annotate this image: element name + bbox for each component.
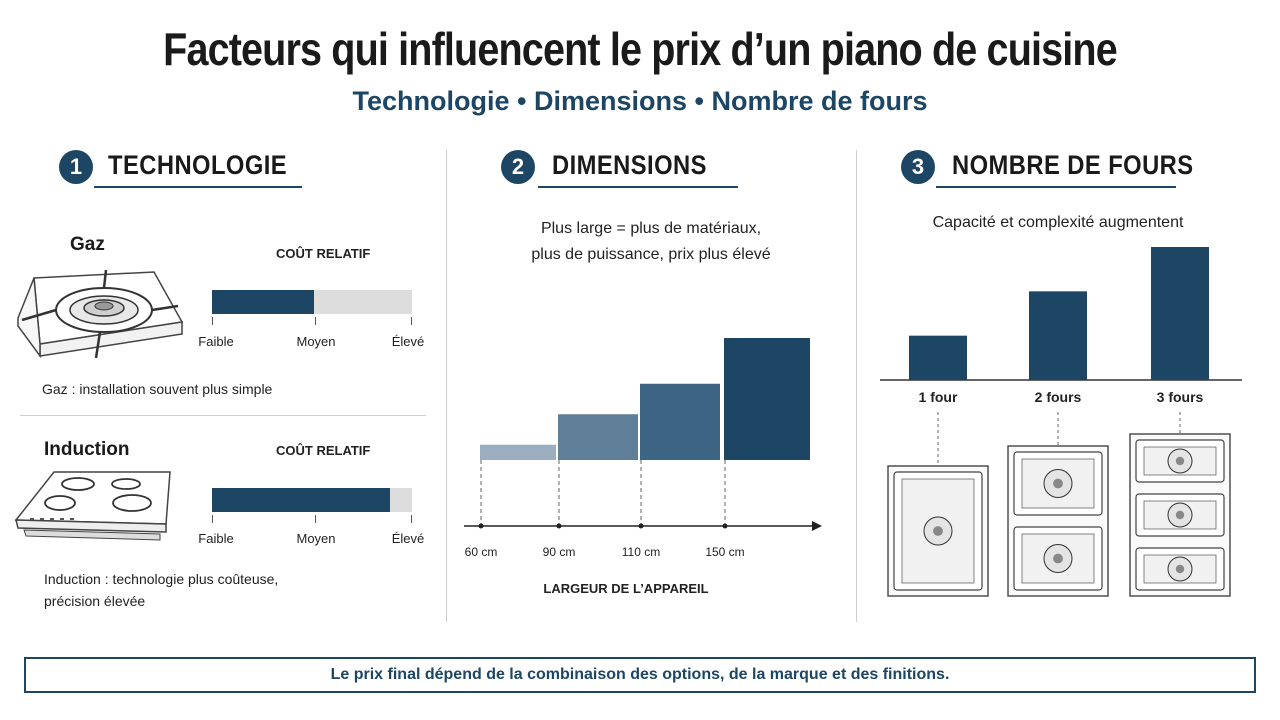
induction-tick-label-high: Élevé [391, 531, 425, 546]
induction-tick-label-mid: Moyen [296, 531, 336, 546]
width-bar [724, 338, 810, 460]
column-divider-2 [856, 150, 857, 622]
induction-note-line2: précision élevée [44, 593, 146, 609]
induction-cooktop-icon [14, 466, 174, 551]
width-bar [480, 444, 556, 460]
induction-tick-low [212, 515, 213, 523]
induction-tick-label-low: Faible [198, 531, 234, 546]
width-bar [558, 414, 638, 460]
gas-scale-title: COÛT RELATIF [276, 246, 371, 261]
gas-tick-label-mid: Moyen [296, 334, 336, 349]
technology-row-divider [20, 415, 426, 416]
oven-category-label: 1 four [919, 389, 958, 405]
gas-tick-high [411, 317, 412, 325]
gas-tick-label-low: Faible [198, 334, 234, 349]
induction-cost-fill [212, 488, 390, 512]
section-heading: NOMBRE DE FOURS [952, 150, 1194, 180]
oven-bar [1029, 291, 1087, 380]
width-price-chart: 60 cm 90 cm 110 cm 150 cm [464, 338, 822, 559]
gas-tick-mid [315, 317, 316, 325]
section-underline [936, 186, 1176, 188]
oven-category-label: 3 fours [1157, 389, 1204, 405]
oven-icon [1007, 445, 1109, 597]
width-bar [640, 383, 720, 460]
gas-cost-bar [212, 290, 412, 314]
oven-category-label: 2 fours [1035, 389, 1082, 405]
gas-burner-icon [14, 262, 186, 369]
induction-scale-title: COÛT RELATIF [276, 443, 371, 458]
oven-bar [1151, 247, 1209, 380]
section-heading: DIMENSIONS [552, 150, 707, 180]
gas-tick-label-high: Élevé [391, 334, 425, 349]
section-number-badge: 1 [59, 150, 93, 184]
dimensions-description-line1: Plus large = plus de matériaux, [540, 220, 762, 237]
footer-note: Le prix final dépend de la combinaison d… [24, 657, 1256, 693]
page-subtitle: Technologie • Dimensions • Nombre de fou… [352, 86, 928, 116]
section-number-badge: 3 [901, 150, 935, 184]
ovens-description: Capacité et complexité augmentent [932, 214, 1184, 231]
induction-tick-mid [315, 515, 316, 523]
gas-cost-fill [212, 290, 314, 314]
width-tick-label: 90 cm [543, 545, 576, 559]
oven-count-chart: 1 four 2 fours 3 fours [880, 247, 1242, 597]
width-tick-label: 60 cm [465, 545, 498, 559]
oven-icon [1129, 433, 1231, 597]
section-number-badge: 2 [501, 150, 535, 184]
gas-tick-low [212, 317, 213, 325]
width-tick-label: 150 cm [705, 545, 744, 559]
induction-label: Induction [44, 439, 130, 460]
oven-bar [909, 335, 967, 380]
section-underline [94, 186, 302, 188]
induction-note-line1: Induction : technologie plus coûteuse, [44, 571, 279, 587]
page-title: Facteurs qui influencent le prix d’un pi… [163, 23, 1118, 75]
gas-label: Gaz [70, 234, 105, 255]
width-tick-label: 110 cm [622, 545, 660, 559]
x-axis-arrow [812, 521, 822, 531]
section-heading: TECHNOLOGIE [108, 150, 288, 180]
column-divider-1 [446, 150, 447, 622]
induction-cost-bar [212, 488, 412, 512]
dimensions-description-line2: plus de puissance, prix plus élevé [531, 246, 771, 263]
dimensions-axis-label: LARGEUR DE L’APPAREIL [543, 581, 709, 596]
section-underline [538, 186, 738, 188]
oven-icon [887, 465, 989, 597]
induction-tick-high [411, 515, 412, 523]
gas-note: Gaz : installation souvent plus simple [42, 381, 273, 397]
